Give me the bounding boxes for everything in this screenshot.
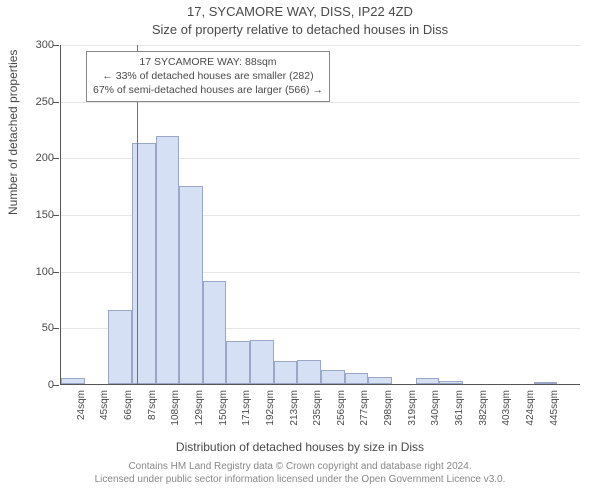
histogram-bar (274, 361, 298, 384)
annotation-line: 17 SYCAMORE WAY: 88sqm (93, 55, 323, 69)
y-tick-label: 150 (14, 209, 54, 221)
histogram-bar (416, 378, 440, 384)
footer-attribution: Contains HM Land Registry data © Crown c… (0, 460, 600, 486)
histogram-bar (534, 382, 558, 384)
histogram-bar (203, 281, 227, 384)
histogram-bar (156, 136, 180, 384)
y-tick-label: 100 (14, 266, 54, 278)
y-tick-label: 0 (14, 379, 54, 391)
chart-title-line1: 17, SYCAMORE WAY, DISS, IP22 4ZD (0, 4, 600, 19)
annotation-box: 17 SYCAMORE WAY: 88sqm← 33% of detached … (86, 51, 330, 102)
y-tick-label: 200 (14, 152, 54, 164)
histogram-bar (250, 340, 274, 384)
y-tick-label: 50 (14, 322, 54, 334)
y-tick-label: 250 (14, 96, 54, 108)
histogram-bar (345, 373, 369, 384)
y-axis-title: Number of detached properties (6, 50, 20, 215)
histogram-bar (321, 370, 345, 384)
gridline (61, 102, 580, 103)
histogram-bar (368, 377, 392, 384)
chart-title-line2: Size of property relative to detached ho… (0, 22, 600, 37)
histogram-bar (439, 381, 463, 384)
y-tick-label: 300 (14, 39, 54, 51)
histogram-bar (132, 143, 156, 384)
histogram-bar (179, 186, 203, 384)
histogram-bar (226, 341, 250, 384)
annotation-line: 67% of semi-detached houses are larger (… (93, 83, 323, 97)
chart-container: { "titles": { "line1": "17, SYCAMORE WAY… (0, 0, 600, 500)
footer-line1: Contains HM Land Registry data © Crown c… (0, 460, 600, 473)
x-axis-title: Distribution of detached houses by size … (0, 440, 600, 454)
histogram-bar (297, 360, 321, 384)
footer-line2: Licensed under public sector information… (0, 473, 600, 486)
plot-area: 05010015020025030024sqm45sqm66sqm87sqm10… (60, 45, 580, 385)
gridline (61, 45, 580, 46)
histogram-bar (61, 378, 85, 384)
annotation-line: ← 33% of detached houses are smaller (28… (93, 69, 323, 83)
histogram-bar (108, 310, 132, 384)
